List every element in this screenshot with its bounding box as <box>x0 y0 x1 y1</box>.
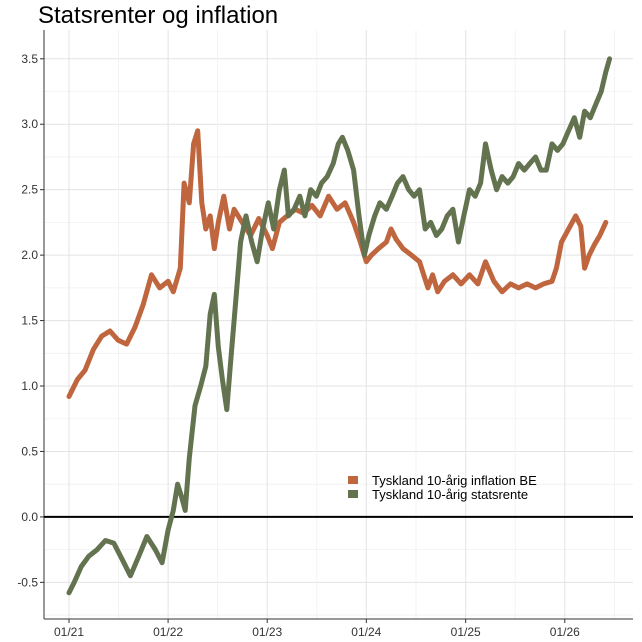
legend-swatch <box>348 476 358 484</box>
y-tick-label: 0.0 <box>21 510 38 524</box>
x-tick-label: 01/24 <box>351 625 381 639</box>
axis-layer: -0.5 0.0 0.5 1.0 1.5 2.0 2.5 3.0 3.5 01/21 01/22 01… <box>17 30 633 639</box>
x-tick-label: 01/25 <box>451 625 481 639</box>
x-tick-label: 01/22 <box>153 625 183 639</box>
x-tick-label: 01/23 <box>252 625 282 639</box>
legend-label: Tyskland 10-årig inflation BE <box>372 473 537 488</box>
x-tick-label: 01/26 <box>550 625 580 639</box>
y-tick-label: 3.5 <box>21 52 38 66</box>
legend-swatch <box>348 490 358 498</box>
y-tick-label: 0.5 <box>21 444 38 458</box>
series-line-2 <box>66 56 613 596</box>
y-tick-label: 2.5 <box>21 183 38 197</box>
y-tick-label: 1.0 <box>21 379 38 393</box>
y-tick-label: 1.5 <box>21 314 38 328</box>
y-tick-label: -0.5 <box>17 575 38 589</box>
y-tick-label: 3.0 <box>21 117 38 131</box>
y-tick-label: 2.0 <box>21 248 38 262</box>
x-tick-label: 01/21 <box>54 625 84 639</box>
chart-title: Statsrenter og inflation <box>38 2 279 29</box>
series-line-1 <box>66 128 609 399</box>
legend-label: Tyskland 10-årig statsrente <box>372 487 528 502</box>
series-layer <box>66 56 613 596</box>
plot-background <box>44 30 633 619</box>
